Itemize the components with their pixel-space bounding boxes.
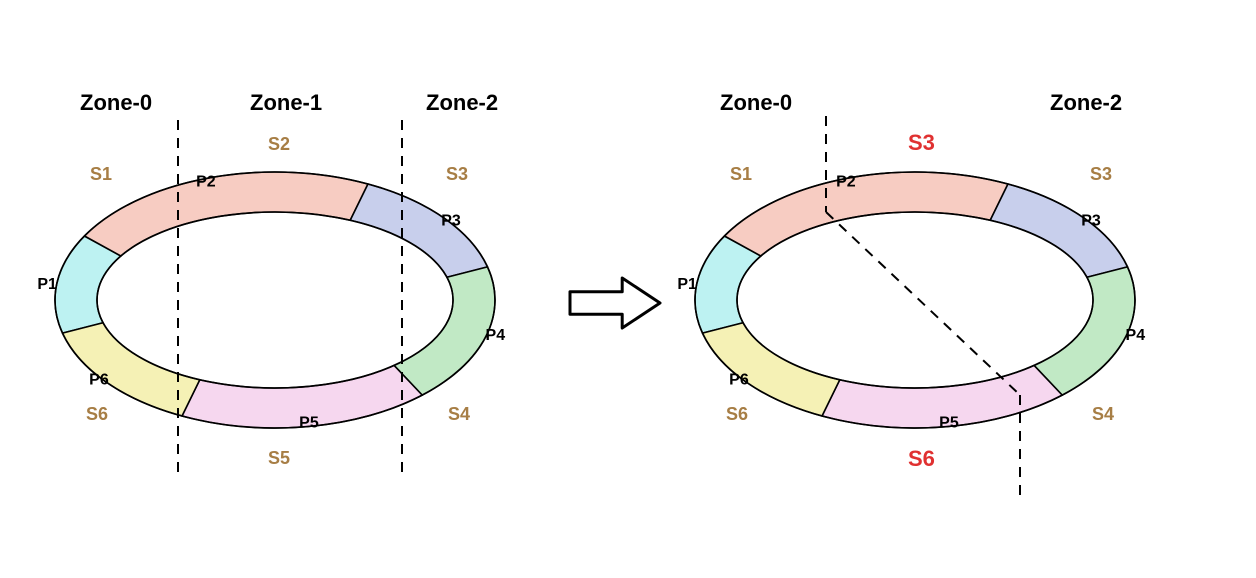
segment-P4 bbox=[1034, 267, 1135, 395]
right-s-label-red-0: S3 bbox=[908, 130, 935, 155]
right-s-label-0: S1 bbox=[730, 164, 752, 184]
left-s-label-0: S1 bbox=[90, 164, 112, 184]
transition-arrow-icon bbox=[570, 278, 660, 328]
right-zone-label-1: Zone-2 bbox=[1050, 90, 1122, 115]
p-label-P5: P5 bbox=[299, 415, 319, 432]
segment-P6 bbox=[62, 323, 199, 416]
ring-left: P1 P2 P3 P4 P5 P6 bbox=[37, 172, 505, 432]
left-zone-label-1: Zone-1 bbox=[250, 90, 322, 115]
ring-right: P1 P2 P3 P4 P5 P6 bbox=[677, 172, 1145, 432]
p-label-P2: P2 bbox=[196, 174, 216, 191]
p-label-P6: P6 bbox=[89, 372, 109, 389]
p-label-P6: P6 bbox=[729, 372, 749, 389]
segment-P3 bbox=[350, 184, 487, 277]
left-s-label-4: S5 bbox=[268, 448, 290, 468]
segment-P6 bbox=[702, 323, 839, 416]
left-s-label-3: S4 bbox=[448, 404, 470, 424]
inner-ellipse bbox=[737, 212, 1093, 388]
right-s-label-2: S4 bbox=[1092, 404, 1114, 424]
right-s-label-3: S6 bbox=[726, 404, 748, 424]
p-label-P4: P4 bbox=[1126, 327, 1146, 344]
p-label-P3: P3 bbox=[1081, 212, 1101, 229]
ring-diagram: P1 P2 P3 P4 P5 P6 Zone-0 Zone-1 Zone-2 S1 S2 S3 S4 S5… bbox=[0, 0, 1256, 578]
segment-P2 bbox=[724, 172, 1008, 256]
segment-P4 bbox=[394, 267, 495, 395]
left-s-label-2: S3 bbox=[446, 164, 468, 184]
left-zone-label-2: Zone-2 bbox=[426, 90, 498, 115]
inner-ellipse bbox=[97, 212, 453, 388]
p-label-P1: P1 bbox=[37, 276, 57, 293]
left-s-label-1: S2 bbox=[268, 134, 290, 154]
right-zone-label-0: Zone-0 bbox=[720, 90, 792, 115]
p-label-P2: P2 bbox=[836, 174, 856, 191]
p-label-P1: P1 bbox=[677, 276, 697, 293]
left-s-label-5: S6 bbox=[86, 404, 108, 424]
segment-P2 bbox=[84, 172, 368, 256]
right-s-label-red-1: S6 bbox=[908, 446, 935, 471]
left-zone-label-0: Zone-0 bbox=[80, 90, 152, 115]
p-label-P4: P4 bbox=[486, 327, 506, 344]
p-label-P5: P5 bbox=[939, 415, 959, 432]
p-label-P3: P3 bbox=[441, 212, 461, 229]
right-s-label-1: S3 bbox=[1090, 164, 1112, 184]
right-zone-divider-1 bbox=[826, 212, 1020, 395]
segment-P3 bbox=[990, 184, 1127, 277]
